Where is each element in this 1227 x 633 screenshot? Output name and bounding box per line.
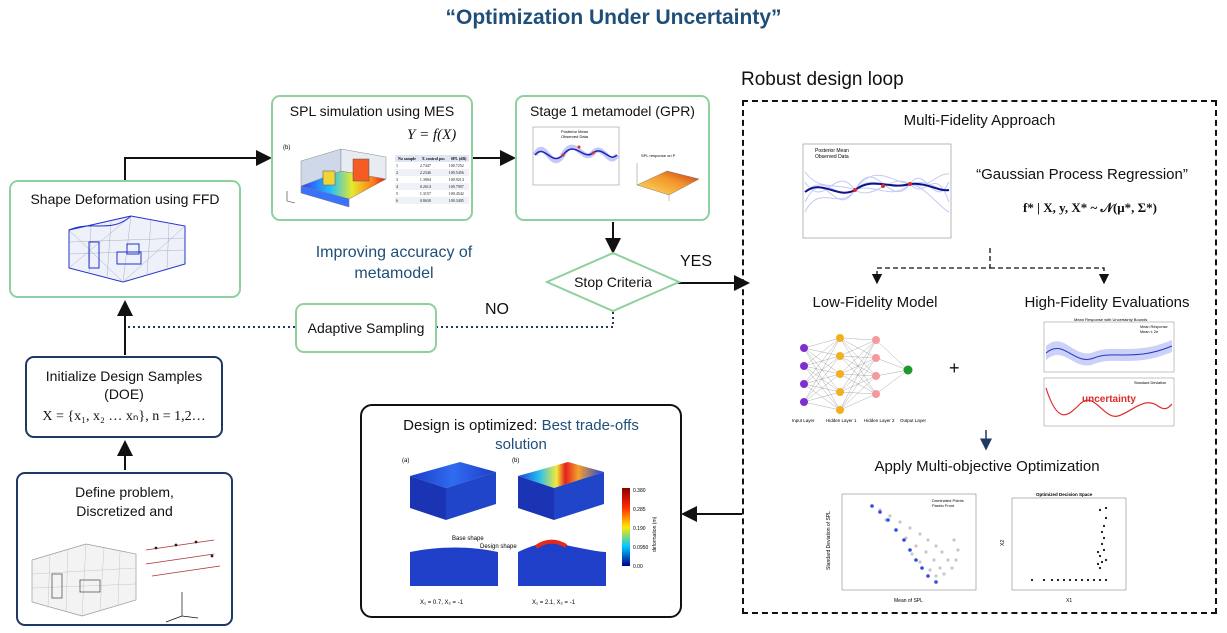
svg-text:X1: X1 bbox=[1066, 598, 1072, 604]
spl-simulation-box: SPL simulation using MES Y = f(X) (b) No… bbox=[271, 95, 473, 221]
moo-label: Apply Multi-objective Optimization bbox=[874, 458, 1100, 475]
neural-network-diagram: Input Layer Hidden Layer 1 Hidden Layer … bbox=[792, 334, 927, 423]
svg-text:Mean of SPL: Mean of SPL bbox=[894, 598, 923, 604]
uncertainty-label: uncertainty bbox=[1082, 394, 1136, 405]
mf-approach-label: Multi-Fidelity Approach bbox=[903, 112, 1056, 129]
improving-accuracy-text: Improving accuracy of metamodel bbox=[315, 244, 473, 282]
hf-std-plot: Standard Deviation uncertainty bbox=[1043, 377, 1175, 427]
design-optimized-box: Design is optimized: Best trade-offs sol… bbox=[360, 404, 682, 618]
deformation-illustration: (a) (b) Base shape Design shape X₁ = 0.7… bbox=[402, 458, 658, 606]
svg-text:(a): (a) bbox=[402, 458, 409, 464]
svg-text:0.380: 0.380 bbox=[633, 488, 646, 494]
stop-criteria-diamond: Stop Criteria bbox=[545, 251, 681, 313]
pareto-plot: Dominated Points Pareto Front Mean of SP… bbox=[826, 493, 977, 604]
define-label: Define problem, Discretized and bbox=[75, 484, 174, 519]
mesh-and-ffd-illustration bbox=[31, 539, 221, 623]
svg-text:0.285: 0.285 bbox=[633, 507, 646, 513]
stage1-metamodel-box: Stage 1 metamodel (GPR) Posterior Mean O… bbox=[515, 95, 710, 221]
svg-text:Hidden Layer 2: Hidden Layer 2 bbox=[864, 418, 895, 423]
svg-text:0.0950: 0.0950 bbox=[633, 545, 649, 551]
svg-text:Mean Response with Uncertainty: Mean Response with Uncertainty Bounds bbox=[1074, 317, 1147, 322]
svg-text:Input Layer: Input Layer bbox=[792, 418, 815, 423]
svg-text:X2: X2 bbox=[1000, 540, 1006, 546]
ffd-label: Shape Deformation using FFD bbox=[30, 191, 220, 207]
ffd-mesh-illustration bbox=[68, 215, 186, 283]
svg-text:(b): (b) bbox=[512, 458, 519, 464]
spl-field-illustration: (b) bbox=[283, 145, 387, 208]
svg-text:Design shape: Design shape bbox=[480, 544, 517, 550]
ffd-box: Shape Deformation using FFD bbox=[9, 180, 241, 298]
spl-table: No sample X control pos SPL (dB) 1 2.7447… bbox=[395, 155, 470, 204]
gpr-title: “Gaussian Process Regression” bbox=[976, 166, 1188, 183]
stage1-surface-plot: SPL response on P bbox=[636, 153, 700, 201]
svg-text:Observed Data: Observed Data bbox=[561, 134, 589, 139]
svg-text:Hidden Layer 1: Hidden Layer 1 bbox=[826, 418, 857, 423]
dashed-split bbox=[871, 248, 991, 285]
svg-text:0.190: 0.190 bbox=[633, 526, 646, 532]
spl-formula: Y = f(X) bbox=[407, 127, 457, 143]
robust-loop-heading: Robust design loop bbox=[741, 69, 904, 90]
svg-text:X₁ = 2.1, X₂ = -1: X₁ = 2.1, X₂ = -1 bbox=[532, 600, 576, 606]
svg-text:0.00: 0.00 bbox=[633, 564, 643, 570]
svg-text:Pareto Front: Pareto Front bbox=[932, 503, 955, 508]
decision-space-plot: Optimized Decision Space X1 X2 bbox=[1000, 492, 1127, 604]
dotted-no-path bbox=[437, 312, 614, 328]
svg-text:Optimized Decision Space: Optimized Decision Space bbox=[1036, 492, 1093, 497]
stop-criteria-label: Stop Criteria bbox=[574, 274, 652, 290]
define-problem-box: Define problem, Discretized and bbox=[16, 472, 233, 626]
no-label: NO bbox=[485, 301, 509, 318]
gpr-formula: f* | X, y, X* ~ 𝒩(μ*, Σ*) bbox=[1023, 200, 1157, 215]
stage1-gpr-plot: Posterior Mean Observed Data bbox=[532, 126, 620, 186]
svg-text:Standard Deviation of SPL: Standard Deviation of SPL bbox=[826, 511, 832, 570]
spl-label: SPL simulation using MES bbox=[289, 103, 455, 119]
plus-sign: + bbox=[949, 358, 960, 378]
svg-text:SPL response on P: SPL response on P bbox=[641, 153, 676, 158]
page-title: “Optimization Under Uncertainty” bbox=[445, 6, 782, 29]
low-fidelity-label: Low-Fidelity Model bbox=[812, 294, 938, 311]
svg-text:Posterior Mean: Posterior Mean bbox=[561, 129, 588, 134]
arrow-ffd-to-spl bbox=[124, 150, 272, 180]
high-fidelity-label: High-Fidelity Evaluations bbox=[1024, 294, 1190, 311]
init-formula: X = {x₁, x₂ … xₙ}, n = 1,2… bbox=[42, 409, 206, 424]
svg-text:Dominated Points: Dominated Points bbox=[932, 498, 964, 503]
robust-design-loop bbox=[742, 100, 1217, 614]
svg-text:Observed Data: Observed Data bbox=[815, 154, 849, 160]
yes-label: YES bbox=[680, 253, 713, 270]
svg-text:Posterior Mean: Posterior Mean bbox=[815, 148, 849, 154]
adaptive-sampling-box: Adaptive Sampling bbox=[295, 303, 437, 353]
svg-text:Mean ± 2σ: Mean ± 2σ bbox=[1140, 330, 1159, 334]
svg-text:X₁ = 0.7, X₂ = -1: X₁ = 0.7, X₂ = -1 bbox=[420, 600, 464, 606]
svg-text:Mean Response: Mean Response bbox=[1140, 325, 1168, 329]
svg-text:Output Layer: Output Layer bbox=[900, 418, 927, 423]
init-label: Initialize Design Samples (DOE) bbox=[45, 368, 203, 402]
hf-mean-plot: Mean Response with Uncertainty Bounds Me… bbox=[1043, 317, 1175, 373]
svg-text:Base shape: Base shape bbox=[452, 536, 484, 542]
optimized-label: Design is optimized: Best trade-offs sol… bbox=[403, 417, 639, 453]
stage1-label: Stage 1 metamodel (GPR) bbox=[530, 103, 695, 119]
svg-text:Standard Deviation: Standard Deviation bbox=[1134, 381, 1166, 385]
svg-text:(b): (b) bbox=[283, 145, 290, 151]
svg-text:deformation (m): deformation (m) bbox=[652, 516, 658, 552]
init-design-samples-box: Initialize Design Samples (DOE) X = {x₁,… bbox=[25, 356, 223, 438]
adaptive-label: Adaptive Sampling bbox=[307, 320, 425, 336]
gpr-plot: Posterior Mean Observed Data bbox=[802, 143, 952, 239]
